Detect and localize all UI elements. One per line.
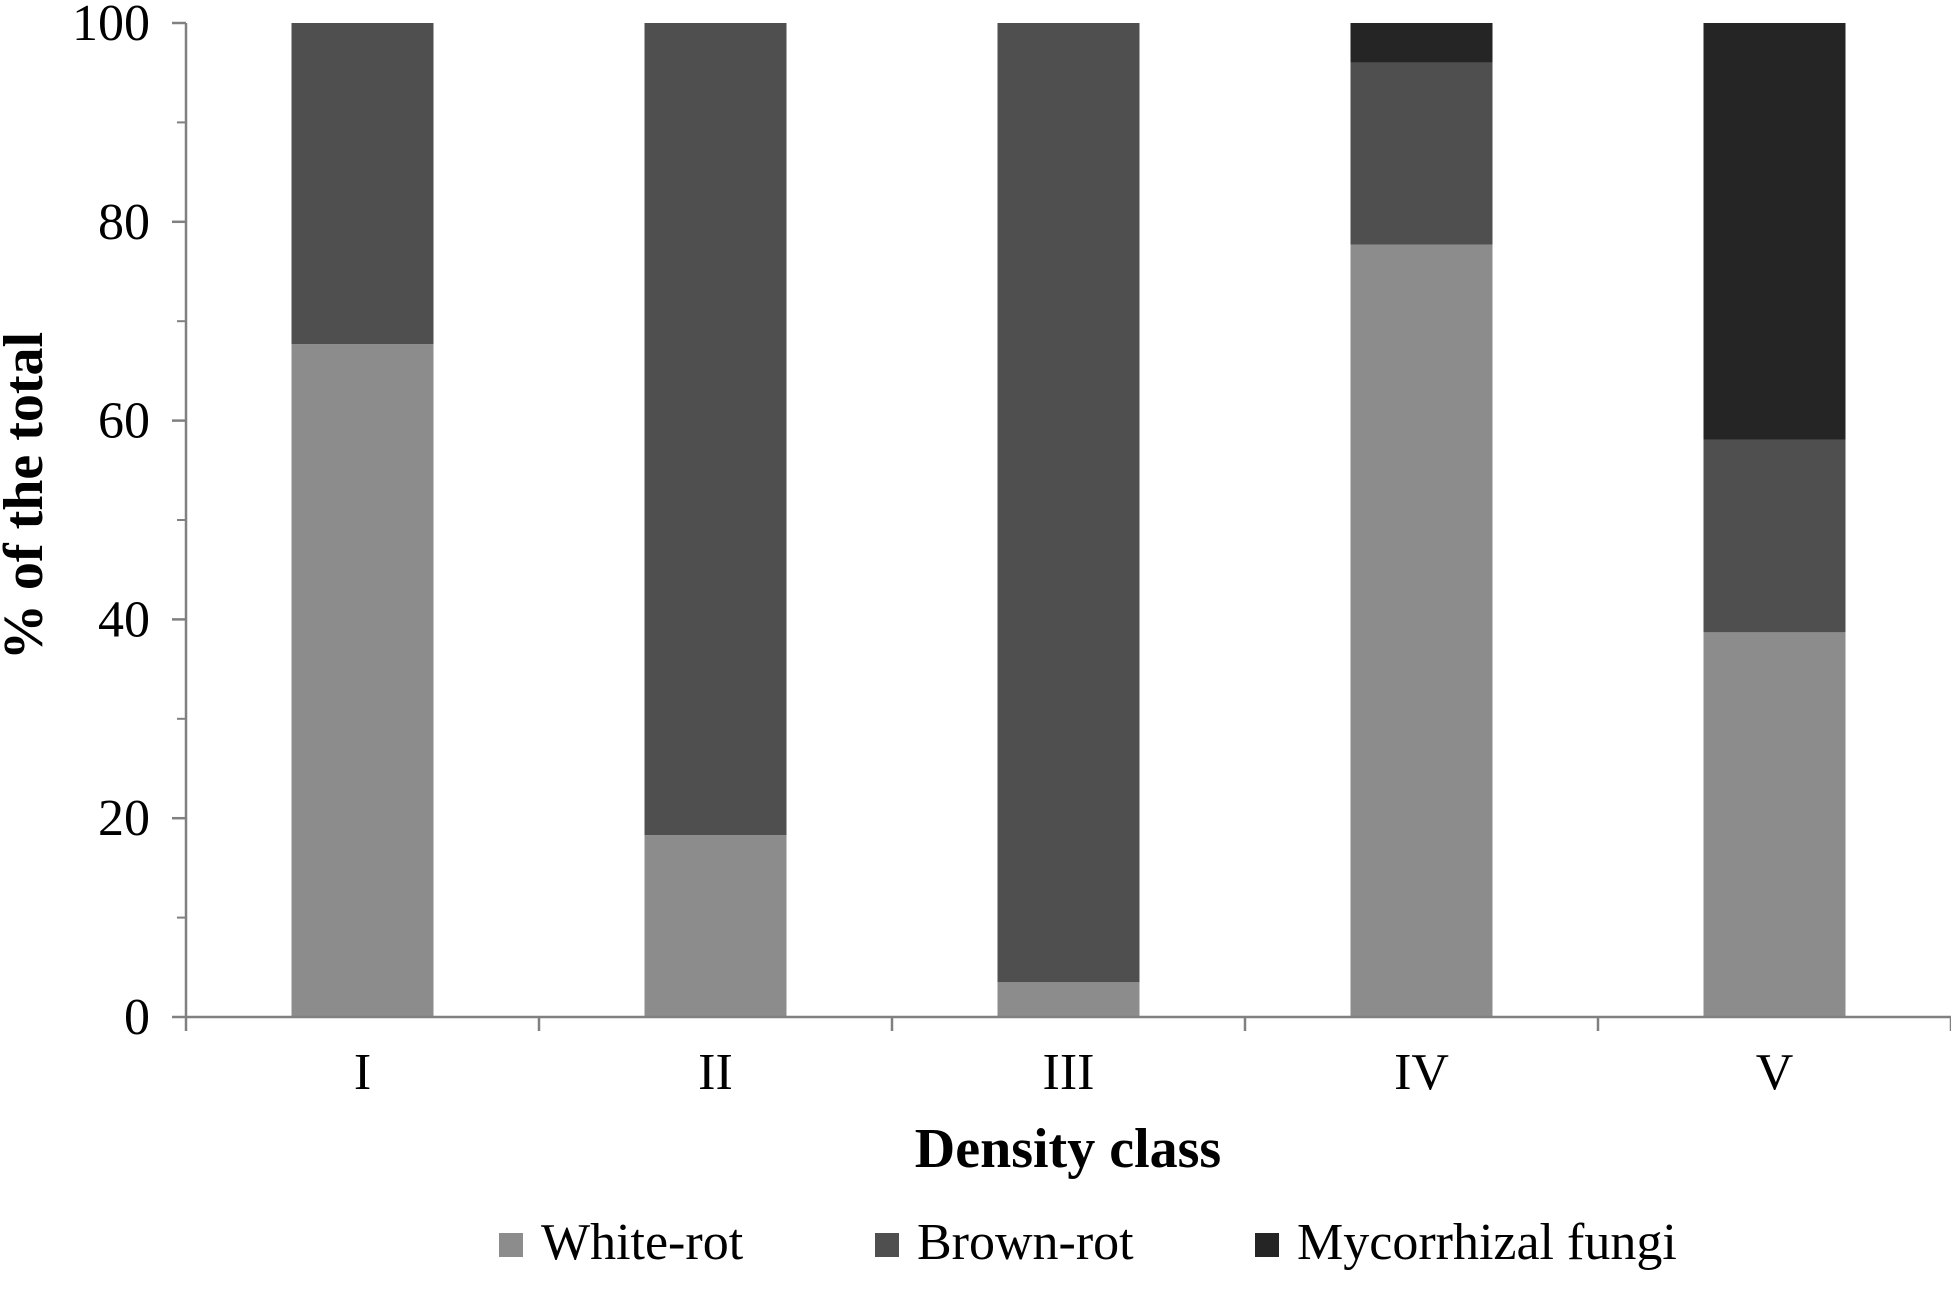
legend-swatch-brown-rot xyxy=(875,1233,899,1257)
bars-layer xyxy=(291,23,1846,1018)
y-tick-label: 60 xyxy=(98,393,150,450)
x-tick-label-iv: IV xyxy=(1394,1044,1449,1101)
y-tick-label: 0 xyxy=(124,989,150,1046)
bar-mycorrhizal-fungi-iv xyxy=(1350,23,1493,63)
bar-white-rot-v xyxy=(1703,632,1846,1017)
bar-white-rot-i xyxy=(291,344,434,1017)
legend-label-brown-rot: Brown-rot xyxy=(917,1214,1134,1271)
legend-label-mycorrhizal-fungi: Mycorrhizal fungi xyxy=(1297,1214,1677,1271)
legend-swatch-mycorrhizal-fungi xyxy=(1255,1233,1279,1257)
legend-label-white-rot: White-rot xyxy=(541,1214,744,1271)
bar-brown-rot-ii xyxy=(644,23,787,836)
y-tick-label: 100 xyxy=(72,0,150,52)
x-tick-label-ii: II xyxy=(698,1044,733,1101)
x-tick-label-v: V xyxy=(1756,1044,1794,1101)
y-axis-title: % of the total xyxy=(0,332,55,660)
bar-white-rot-ii xyxy=(644,835,787,1017)
bar-brown-rot-i xyxy=(291,23,434,345)
x-tick-label-iii: III xyxy=(1043,1044,1095,1101)
y-tick-label: 40 xyxy=(98,591,150,648)
bar-white-rot-iii xyxy=(997,982,1140,1017)
x-tick-label-i: I xyxy=(354,1044,371,1101)
bar-brown-rot-v xyxy=(1703,439,1846,633)
legend: White-rot Brown-rot Mycorrhizal fungi xyxy=(499,1214,1677,1271)
legend-swatch-white-rot xyxy=(499,1233,523,1257)
y-tick-label: 20 xyxy=(98,790,150,847)
bar-brown-rot-iv xyxy=(1350,62,1493,245)
bar-white-rot-iv xyxy=(1350,244,1493,1018)
bar-mycorrhizal-fungi-v xyxy=(1703,23,1846,440)
x-axis-title: Density class xyxy=(915,1118,1221,1180)
y-tick-label: 80 xyxy=(98,194,150,251)
bar-brown-rot-iii xyxy=(997,23,1140,983)
